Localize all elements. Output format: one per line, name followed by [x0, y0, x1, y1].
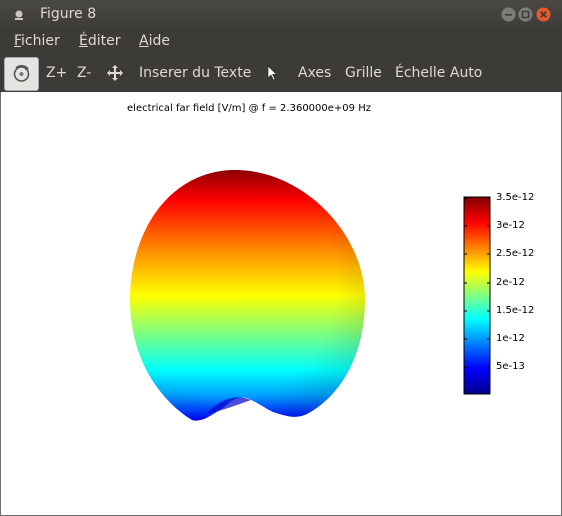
maximize-button[interactable]: [518, 7, 533, 22]
maximize-icon: [518, 7, 533, 22]
menu-bar: Fichier Éditer Aide: [0, 30, 562, 54]
autoscale-button[interactable]: Échelle Auto: [395, 65, 483, 81]
colorbar-tick-label: 2.5e-12: [496, 248, 535, 259]
far-field-plot: [130, 169, 491, 421]
menu-editer[interactable]: Éditer: [79, 33, 121, 49]
colorbar-tick-label: 1.5e-12: [496, 305, 535, 316]
zoom-in-button[interactable]: Z+: [46, 65, 68, 81]
menu-aide[interactable]: Aide: [139, 33, 170, 49]
far-field-surface: [130, 169, 365, 421]
rotate-3d-icon: [13, 64, 30, 82]
axes-button[interactable]: Axes: [298, 65, 332, 81]
rotate-button[interactable]: [4, 57, 39, 91]
window-title: Figure 8: [40, 6, 97, 22]
insert-text-button[interactable]: Inserer du Texte: [139, 65, 252, 81]
pointer-icon: [267, 65, 278, 81]
close-icon: [536, 7, 551, 22]
colorbar-tick-label: 3e-12: [496, 220, 525, 231]
minimize-icon: [501, 7, 516, 22]
app-icon: [15, 10, 23, 20]
window-titlebar: Figure 8: [0, 0, 562, 30]
colorbar-tick-label: 3.5e-12: [496, 192, 535, 203]
zoom-out-button[interactable]: Z-: [77, 65, 92, 81]
colorbar-tick-label: 1e-12: [496, 333, 525, 344]
menu-fichier[interactable]: Fichier: [14, 33, 60, 49]
colorbar-tick-label: 5e-13: [496, 361, 525, 372]
pan-arrows-icon: [107, 65, 123, 81]
toolbar: Z+ Z- Inserer du Texte Axes Grille Échel…: [0, 54, 562, 92]
colorbar: [463, 196, 491, 395]
select-button[interactable]: [266, 54, 278, 92]
window-border-left: [0, 92, 1, 516]
pan-button[interactable]: [106, 54, 124, 92]
plot-title: electrical far field [V/m] @ f = 2.36000…: [127, 103, 371, 114]
close-button[interactable]: [536, 7, 551, 22]
grid-button[interactable]: Grille: [345, 65, 382, 81]
figure-canvas[interactable]: electrical far field [V/m] @ f = 2.36000…: [1, 92, 561, 515]
minimize-button[interactable]: [501, 7, 516, 22]
colorbar-tick-label: 2e-12: [496, 277, 525, 288]
